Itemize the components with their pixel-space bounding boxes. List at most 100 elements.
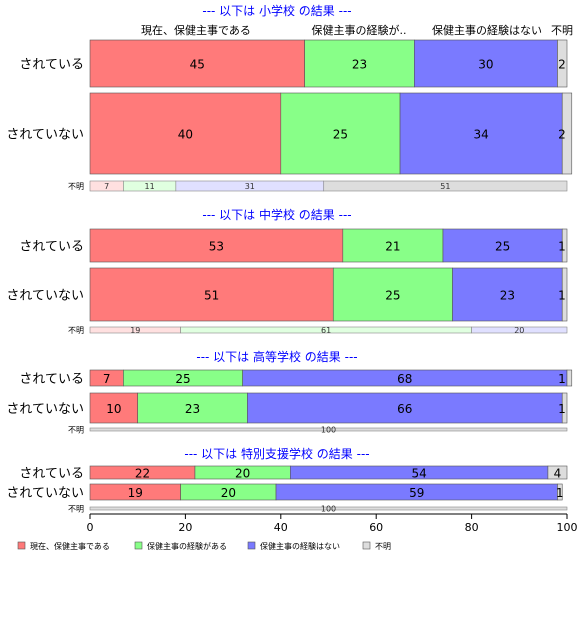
bar-segment: [561, 267, 568, 322]
data-label: 1: [558, 372, 566, 386]
group-title: --- 以下は 特別支援学校 の結果 ---: [184, 446, 369, 461]
bar-segment: [547, 465, 568, 480]
unknown-row-label: 不明: [68, 182, 84, 191]
data-label: 68: [397, 372, 412, 386]
bar-segment: [89, 267, 334, 322]
unknown-row-label: 不明: [68, 326, 84, 335]
column-header: 不明: [551, 24, 573, 37]
unknown-data-label: 19: [130, 326, 140, 335]
group-title: --- 以下は 中学校 の結果 ---: [202, 207, 351, 222]
bar-segment: [561, 228, 568, 263]
data-label: 7: [103, 372, 111, 386]
data-label: 2: [558, 128, 566, 142]
data-label: 23: [352, 58, 367, 72]
row-label: されている: [19, 240, 84, 255]
unknown-row-label: 不明: [68, 505, 84, 514]
data-label: 54: [411, 467, 426, 481]
data-label: 19: [128, 486, 143, 500]
row-label: されていない: [6, 486, 84, 501]
bar-segment: [280, 92, 401, 175]
data-label: 40: [178, 128, 193, 142]
unknown-data-label: 7: [104, 182, 109, 191]
bar-segment: [89, 228, 344, 263]
data-label: 20: [221, 486, 236, 500]
data-label: 4: [554, 467, 562, 481]
bar-segment: [304, 39, 415, 88]
unknown-data-label: 61: [321, 326, 331, 335]
column-header: 保健主事の経験はない: [432, 23, 542, 37]
data-label: 22: [135, 467, 150, 481]
bar-segment: [557, 483, 563, 501]
column-header: 保健主事の経験が..: [312, 23, 407, 37]
x-axis-tick-label: 20: [178, 521, 192, 534]
row-label: されていない: [6, 128, 84, 143]
data-label: 1: [558, 240, 566, 254]
data-label: 53: [209, 240, 224, 254]
unknown-bar-segment: [89, 506, 568, 511]
x-axis-tick-label: 80: [465, 521, 479, 534]
bar-segment: [414, 39, 558, 88]
unknown-data-label: 31: [245, 182, 255, 191]
data-label: 25: [333, 128, 348, 142]
unknown-bar-segment: [323, 180, 568, 192]
row-label: されている: [19, 372, 84, 387]
unknown-data-label: 11: [145, 182, 155, 191]
bar-segment: [399, 92, 563, 175]
row-label: されている: [19, 58, 84, 73]
bar-segment: [561, 92, 573, 175]
data-label: 30: [478, 58, 493, 72]
data-label: 25: [495, 240, 510, 254]
bar-segment: [137, 392, 248, 424]
data-label: 34: [473, 128, 488, 142]
bar-segment: [442, 228, 563, 263]
x-axis-tick-label: 100: [557, 521, 578, 534]
bar-segment: [561, 392, 568, 424]
bar-segment: [566, 369, 573, 387]
data-label: 1: [556, 486, 564, 500]
data-label: 1: [558, 402, 566, 416]
row-label: されていない: [6, 402, 84, 417]
unknown-bar-segment: [89, 427, 568, 432]
bar-segment: [247, 392, 563, 424]
legend-swatch: [247, 541, 256, 550]
data-label: 1: [558, 289, 566, 303]
bar-segment: [89, 392, 139, 424]
legend-label: 保健主事の経験がある: [147, 541, 227, 551]
data-label: 45: [190, 58, 205, 72]
group-title: --- 以下は 小学校 の結果 ---: [202, 3, 351, 18]
data-label: 25: [175, 372, 190, 386]
row-label: されている: [19, 467, 84, 482]
data-label: 21: [385, 240, 400, 254]
x-axis-tick-label: 0: [87, 521, 94, 534]
bar-segment: [342, 228, 444, 263]
data-label: 66: [397, 402, 412, 416]
legend-label: 不明: [375, 542, 391, 551]
legend-swatch: [362, 541, 371, 550]
row-label: されていない: [6, 289, 84, 304]
unknown-bar-segment: [471, 326, 568, 334]
legend-swatch: [17, 541, 26, 550]
unknown-data-label: 20: [514, 326, 524, 335]
legend-label: 保健主事の経験はない: [260, 541, 340, 551]
unknown-data-label: 100: [321, 505, 336, 514]
data-label: 23: [185, 402, 200, 416]
data-label: 20: [235, 467, 250, 481]
legend-label: 現在、保健主事である: [30, 541, 110, 551]
unknown-row-label: 不明: [68, 426, 84, 435]
bar-segment: [452, 267, 563, 322]
legend-swatch: [134, 541, 143, 550]
bar-segment: [89, 39, 305, 88]
bar-segment: [332, 267, 453, 322]
group-title: --- 以下は 高等学校 の結果 ---: [196, 349, 357, 364]
bar-segment: [557, 39, 568, 88]
bar-segment: [89, 92, 282, 175]
x-axis-tick-label: 60: [369, 521, 383, 534]
data-label: 51: [204, 289, 219, 303]
data-label: 2: [558, 58, 566, 72]
x-axis-tick-label: 40: [274, 521, 288, 534]
data-label: 25: [385, 289, 400, 303]
data-label: 10: [106, 402, 121, 416]
data-label: 23: [500, 289, 515, 303]
column-header: 現在、保健主事である: [141, 23, 251, 37]
